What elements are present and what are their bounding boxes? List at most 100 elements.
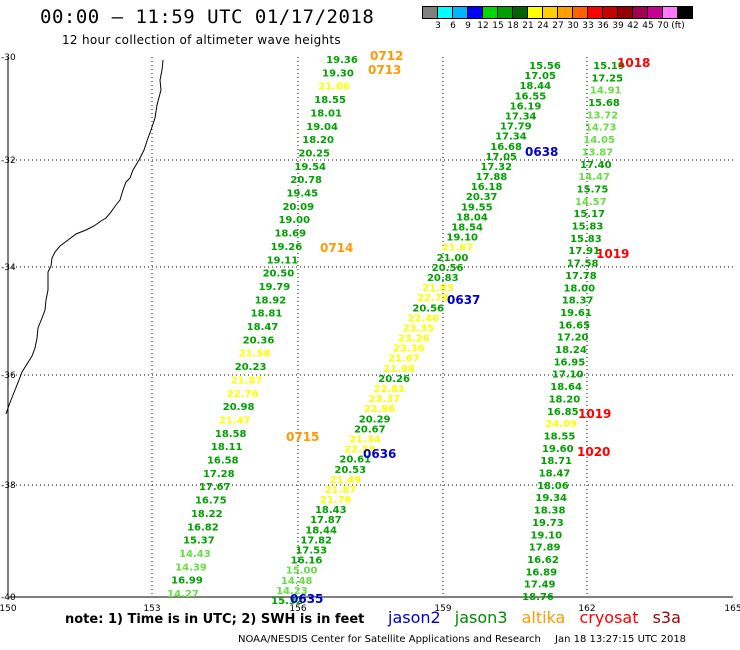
map-subtitle: 12 hour collection of altimeter wave hei… <box>62 33 341 47</box>
swh-value: 16.16 <box>291 556 323 567</box>
pass-label-jason2: 0638 <box>525 145 558 159</box>
x-tick-label: 156 <box>289 604 306 614</box>
swh-value: 21.58 <box>239 349 271 360</box>
legend-label: 36 <box>597 21 609 31</box>
swh-value: 21.49 <box>330 475 362 486</box>
swh-value: 17.89 <box>529 543 561 554</box>
swh-value: 18.06 <box>537 481 569 492</box>
swh-value: 19.26 <box>271 242 303 253</box>
swh-value: 17.32 <box>480 162 512 173</box>
swh-value: 20.23 <box>235 362 267 373</box>
swh-value: 23.26 <box>398 334 430 345</box>
swh-value: 20.67 <box>354 424 386 435</box>
swh-value: 20.78 <box>290 175 322 186</box>
swh-value: 19.79 <box>259 282 291 293</box>
swh-value: 15.68 <box>588 98 620 109</box>
swh-value: 19.61 <box>560 308 592 319</box>
legend-label: 21 <box>522 21 534 31</box>
coastline <box>5 59 164 415</box>
swh-value: 14.91 <box>590 86 622 97</box>
swh-value: 19.30 <box>322 68 354 79</box>
swh-value: 19.55 <box>461 202 493 213</box>
legend-label: 18 <box>507 21 519 31</box>
swh-value: 21.87 <box>231 375 263 386</box>
swh-value: 22.76 <box>227 389 259 400</box>
pass-label-altika: 0712 <box>370 49 403 63</box>
sat-s3a: s3a <box>652 608 681 627</box>
swh-value: 18.00 <box>563 283 595 294</box>
pass-label-jason2: 0636 <box>363 447 396 461</box>
pass-label-cryosat: 1019 <box>596 247 629 261</box>
swh-value: 16.58 <box>207 456 239 467</box>
swh-value: 20.50 <box>263 269 295 280</box>
legend-label: 39 <box>612 21 624 31</box>
swh-value: 20.09 <box>282 202 314 213</box>
y-tick-label: -38 <box>1 481 16 491</box>
swh-value: 20.98 <box>223 402 255 413</box>
swh-value: 19.60 <box>542 444 574 455</box>
pass-label-altika: 0715 <box>286 430 319 444</box>
swh-value: 15.17 <box>573 209 605 220</box>
swh-value: 16.85 <box>547 407 579 418</box>
x-tick-label: 150 <box>0 604 17 614</box>
swh-value: 16.95 <box>554 357 586 368</box>
legend-label: 12 <box>477 21 489 31</box>
swh-value: 18.58 <box>215 429 247 440</box>
swh-value: 17.58 <box>567 259 599 270</box>
y-tick-label: -40 <box>1 593 16 603</box>
swh-value: 14.39 <box>175 562 207 573</box>
swh-value: 18.47 <box>539 469 571 480</box>
swh-value: 13.72 <box>587 110 619 121</box>
swh-value: 23.36 <box>393 344 425 355</box>
swh-value: 22.81 <box>373 384 405 395</box>
swh-value: 24.09 <box>545 419 577 430</box>
swh-value: 18.44 <box>519 81 551 92</box>
swh-value: 18.20 <box>302 135 334 146</box>
color-legend <box>422 6 693 19</box>
swh-value: 15.56 <box>529 61 561 72</box>
swh-value: 17.91 <box>568 246 600 257</box>
swh-value: 21.47 <box>219 416 251 427</box>
swh-value: 19.73 <box>532 518 564 529</box>
swh-value: 16.99 <box>171 576 203 587</box>
legend-label: 30 <box>567 21 579 31</box>
swh-value: 16.68 <box>490 142 522 153</box>
swh-value: 20.29 <box>359 414 391 425</box>
x-tick-label: 162 <box>578 604 595 614</box>
swh-value: 18.55 <box>544 432 576 443</box>
swh-value: 14.23 <box>276 586 308 597</box>
swh-value: 14.27 <box>167 589 199 600</box>
sat-jason2: jason2 <box>388 608 441 627</box>
swh-value: 18.55 <box>314 95 346 106</box>
sat-jason3: jason3 <box>454 608 508 627</box>
swh-value: 22.46 <box>407 313 439 324</box>
swh-value: 17.40 <box>580 160 612 171</box>
y-tick-label: -30 <box>1 53 16 63</box>
swh-value: 16.62 <box>527 555 559 566</box>
pass-label-jason2: 0635 <box>290 592 323 606</box>
pass-label-jason2: 0637 <box>447 293 480 307</box>
swh-value: 17.88 <box>476 172 508 183</box>
swh-value: 20.26 <box>378 374 410 385</box>
legend-label: 70 <box>657 21 669 31</box>
pass-label-altika: 0714 <box>320 241 353 255</box>
swh-value: 17.78 <box>565 271 597 282</box>
legend-label: 3 <box>435 21 441 31</box>
swh-value: 18.37 <box>562 296 594 307</box>
swh-value: 19.34 <box>535 493 567 504</box>
legend-label: 33 <box>582 21 594 31</box>
swh-value: 22.59 <box>344 445 376 456</box>
swh-value: 18.11 <box>211 442 243 453</box>
pass-label-cryosat: 1020 <box>577 445 610 459</box>
swh-value: 14.48 <box>281 576 313 587</box>
swh-value: 16.75 <box>195 496 227 507</box>
swh-value: 17.25 <box>591 73 623 84</box>
legend-label: 9 <box>465 21 471 31</box>
swh-value: 14.57 <box>575 197 607 208</box>
x-tick-label: 159 <box>434 604 451 614</box>
generation-timestamp: Jan 18 13:27:15 UTC 2018 <box>555 634 687 645</box>
swh-value: 15.00 <box>286 566 318 577</box>
legend-label: 15 <box>492 21 504 31</box>
swh-value: 16.82 <box>187 522 219 533</box>
